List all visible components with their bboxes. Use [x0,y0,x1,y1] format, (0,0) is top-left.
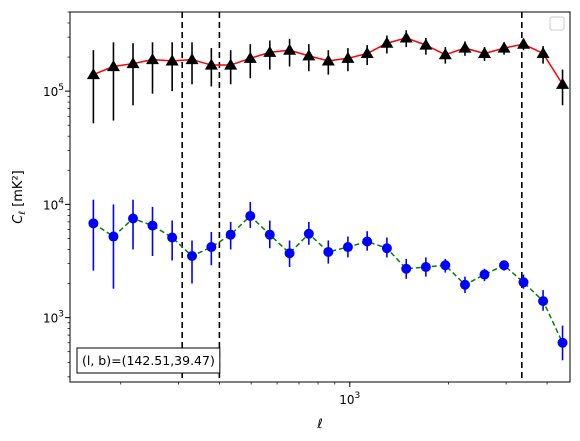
data-point [106,60,120,72]
series-group [86,30,570,361]
data-point [362,236,373,247]
data-point [557,337,568,348]
data-point [243,51,257,63]
data-point [86,68,100,80]
data-point [399,31,413,43]
data-point [147,220,158,231]
data-point [401,263,412,274]
annotation-frame [76,347,221,374]
data-point [440,260,451,271]
data-point [497,41,511,53]
data-point [303,228,314,239]
series-0 [86,30,570,124]
data-point [538,296,549,307]
data-point [323,246,334,257]
data-point [302,49,316,61]
plot-frame [69,11,571,383]
data-point [165,54,179,66]
y-tick-label: 104 [43,196,64,212]
data-point [284,248,295,259]
data-point [245,210,256,221]
data-point [458,41,472,53]
data-point [187,251,198,262]
data-point [126,57,140,69]
data-point [419,38,433,50]
data-point [518,277,529,288]
data-point [88,218,99,229]
data-point [479,269,490,280]
y-axis-label: Cℓ [mK²] [11,170,28,223]
annotation-text: (l, b)=(142.51,39.47) [82,353,215,368]
y-tick-label: 105 [43,83,64,99]
data-point [380,36,394,48]
y-tick-label: 103 [43,310,64,326]
legend-box [549,16,565,31]
data-point [360,47,374,59]
data-point [420,261,431,272]
data-point [146,53,160,65]
data-point [321,54,335,66]
data-point [167,232,178,243]
data-point [499,260,510,271]
vertical-lines [181,12,523,382]
data-point [342,242,353,253]
data-point [225,229,236,240]
data-point [264,229,275,240]
series-1 [88,199,568,361]
x-axis-label: ℓ [316,417,322,432]
data-point [204,58,218,70]
data-point [459,279,470,290]
data-point [263,45,277,57]
data-point [128,213,139,224]
data-point [341,51,355,63]
data-point [517,37,531,49]
data-point [185,53,199,65]
data-point [438,48,452,60]
data-point [556,77,570,89]
data-point [381,243,392,254]
data-point [283,43,297,55]
data-point [224,58,238,70]
x-tick-label: 103 [339,391,360,407]
data-point [477,47,491,59]
data-point [536,47,550,59]
annotation-box: (l, b)=(142.51,39.47) [76,347,221,374]
data-point [206,242,217,253]
data-point [108,231,119,242]
